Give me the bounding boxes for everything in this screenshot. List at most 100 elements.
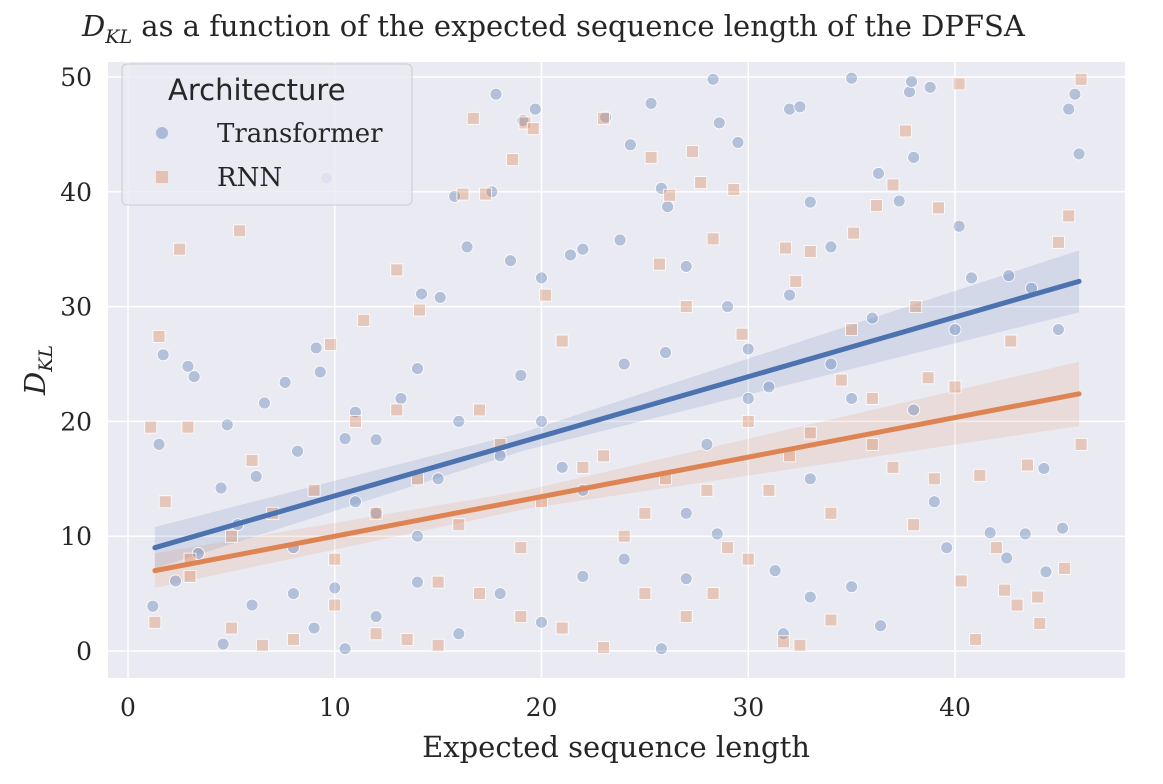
point-rnn — [700, 483, 714, 497]
point-rnn — [927, 472, 941, 486]
point-rnn — [514, 541, 528, 555]
ci-band-rnn — [154, 361, 1080, 588]
point-rnn — [1058, 561, 1071, 575]
point-rnn — [644, 150, 658, 164]
point-transformer — [783, 288, 796, 302]
y-tick-label: 30 — [60, 293, 92, 322]
point-transformer — [307, 621, 321, 635]
point-rnn — [706, 232, 720, 246]
point-rnn — [989, 541, 1003, 555]
point-transformer — [576, 242, 590, 256]
point-transformer — [965, 271, 978, 285]
point-rnn — [652, 257, 666, 271]
x-tick-label: 30 — [732, 693, 764, 722]
point-rnn — [776, 635, 790, 649]
point-transformer — [1051, 323, 1065, 336]
point-transformer — [291, 444, 304, 458]
point-rnn — [152, 330, 166, 343]
point-transformer — [845, 580, 859, 594]
point-transformer — [338, 642, 352, 656]
point-rnn — [793, 638, 807, 652]
point-rnn — [1074, 437, 1088, 451]
point-transformer — [514, 369, 528, 382]
point-rnn — [1074, 72, 1088, 86]
point-transformer — [599, 110, 612, 124]
point-rnn — [824, 506, 838, 520]
point-rnn — [948, 380, 962, 394]
point-transformer — [220, 418, 234, 432]
point-transformer — [1072, 147, 1086, 161]
regression-lines — [152, 278, 1082, 574]
point-transformer — [659, 346, 672, 359]
point-rnn — [597, 111, 610, 125]
legend-title: Architecture — [168, 73, 346, 107]
point-rnn — [390, 263, 404, 277]
point-transformer — [679, 572, 693, 586]
point-transformer — [845, 392, 859, 405]
point-rnn — [898, 124, 912, 138]
point-rnn — [597, 641, 610, 654]
point-rnn — [233, 224, 247, 238]
x-tick-labels: 0 10 20 30 40 — [120, 693, 971, 722]
point-transformer — [927, 495, 941, 509]
point-transformer — [415, 287, 428, 301]
point-transformer — [706, 72, 720, 86]
point-rnn — [506, 153, 519, 167]
point-rnn — [328, 598, 342, 612]
regression-line-rnn — [152, 391, 1082, 574]
point-rnn — [539, 288, 553, 302]
grid — [108, 62, 1125, 678]
point-transformer — [1039, 565, 1053, 579]
legend: Architecture Transformer RNN — [121, 63, 413, 206]
point-rnn — [413, 303, 426, 317]
point-transformer — [783, 102, 796, 116]
point-rnn — [870, 199, 883, 212]
point-transformer — [655, 181, 668, 195]
point-transformer — [338, 432, 352, 446]
point-rnn — [909, 300, 923, 314]
legend-marker-transformer — [156, 127, 168, 139]
point-transformer — [824, 240, 838, 254]
point-rnn — [158, 495, 172, 509]
point-rnn — [706, 587, 720, 600]
point-rnn — [638, 587, 652, 600]
point-rnn — [324, 338, 338, 351]
point-transformer — [411, 575, 424, 589]
point-rnn — [1004, 334, 1018, 348]
point-rnn — [932, 201, 945, 215]
y-tick-labels: 0 10 20 30 40 50 — [60, 63, 92, 666]
point-transformer — [181, 359, 195, 373]
point-transformer — [411, 529, 424, 543]
point-rnn — [998, 583, 1012, 597]
point-transformer — [576, 569, 590, 583]
point-transformer — [146, 599, 160, 613]
point-transformer — [1002, 269, 1016, 283]
point-rnn — [1010, 598, 1024, 612]
point-transformer — [741, 392, 755, 405]
point-transformer — [309, 341, 323, 355]
point-rnn — [735, 327, 749, 341]
point-transformer — [865, 311, 879, 325]
point-rnn — [473, 403, 486, 417]
point-transformer — [555, 460, 569, 474]
point-rnn — [779, 241, 792, 255]
point-transformer — [776, 627, 790, 641]
point-transformer — [433, 291, 447, 304]
point-rnn — [224, 529, 238, 543]
point-rnn — [886, 178, 900, 192]
point-transformer — [516, 114, 530, 128]
point-rnn — [479, 187, 493, 201]
regression-line-transformer — [152, 278, 1082, 551]
point-rnn — [741, 414, 755, 428]
point-transformer — [394, 392, 408, 405]
point-transformer — [803, 590, 817, 604]
point-transformer — [1037, 462, 1051, 475]
point-rnn — [679, 300, 693, 314]
point-rnn — [741, 552, 755, 566]
point-transformer — [504, 254, 517, 268]
y-tick-label: 0 — [76, 637, 92, 666]
point-transformer — [258, 396, 271, 410]
point-transformer — [1000, 551, 1014, 565]
point-transformer — [169, 574, 182, 588]
